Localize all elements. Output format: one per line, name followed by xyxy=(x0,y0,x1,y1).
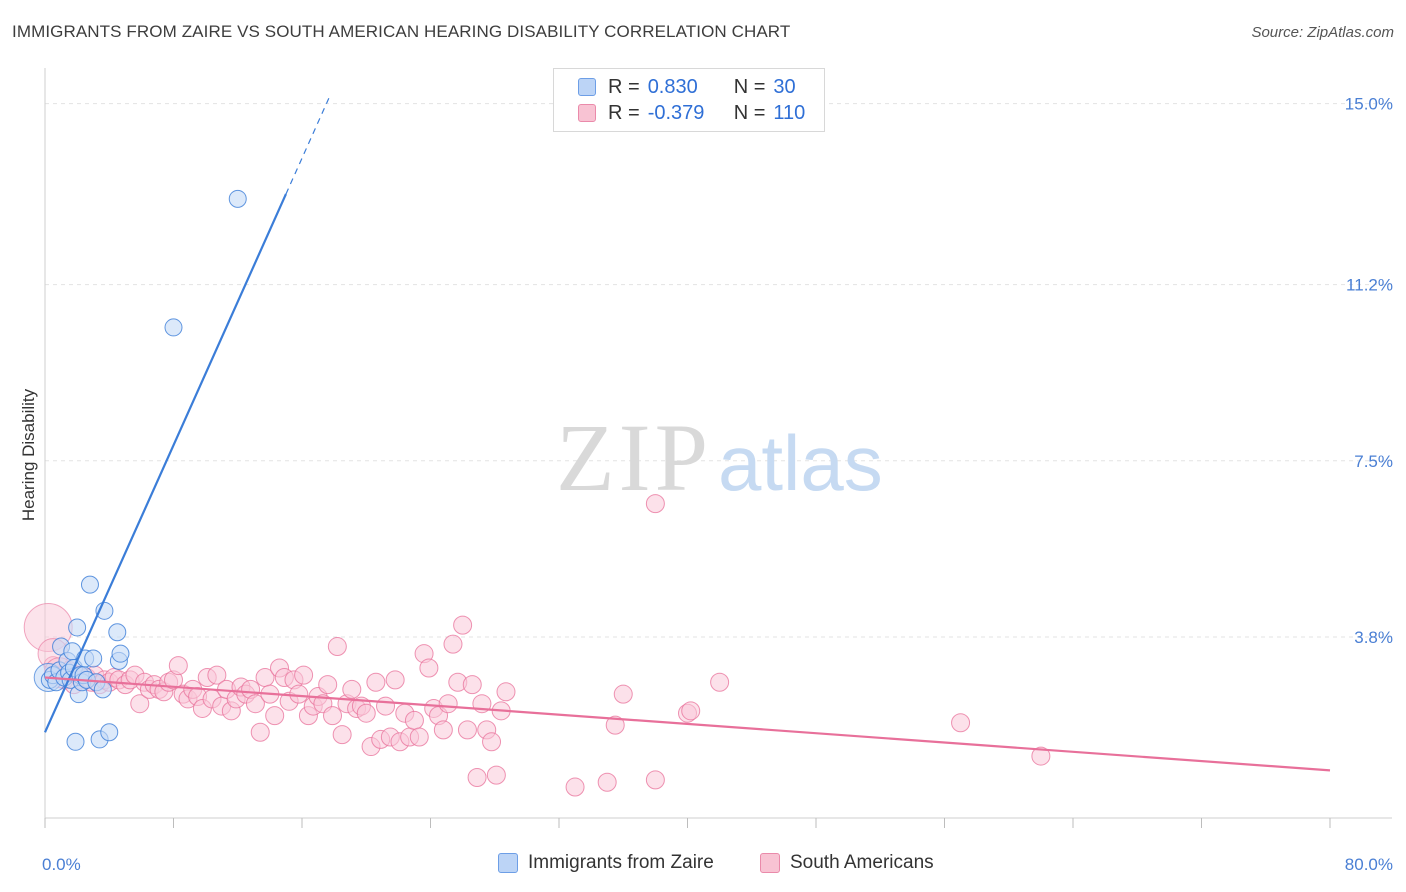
data-point-south-americans xyxy=(482,732,502,752)
data-point-south-americans xyxy=(597,772,617,792)
legend-n-label: N = xyxy=(733,101,766,124)
data-point-south-americans xyxy=(250,722,270,742)
data-point-zaire xyxy=(228,189,247,208)
data-point-south-americans xyxy=(613,684,633,704)
data-point-south-americans xyxy=(332,725,352,745)
data-point-south-americans xyxy=(1031,746,1051,766)
y-tick-label: 11.2% xyxy=(1346,276,1393,295)
series-legend: Immigrants from Zaire South Americans xyxy=(0,852,1406,878)
axes xyxy=(44,68,1392,828)
data-point-south-americans xyxy=(342,679,362,699)
legend-swatch-pink xyxy=(578,104,596,122)
data-point-south-americans xyxy=(207,665,227,685)
x-tick-label: 80.0% xyxy=(1345,855,1393,874)
series-legend-item-south-americans[interactable]: South Americans xyxy=(760,852,934,874)
watermark-zip: ZIP xyxy=(556,404,712,511)
data-point-south-americans xyxy=(467,768,487,788)
data-point-south-americans xyxy=(565,777,585,797)
data-point-south-americans xyxy=(438,694,458,714)
trend-lines xyxy=(43,93,1331,772)
legend-swatch-blue xyxy=(578,78,596,96)
data-point-south-americans xyxy=(265,706,285,726)
data-point-south-americans xyxy=(951,713,971,733)
data-point-south-americans xyxy=(433,720,453,740)
correlation-legend: R = 0.830 N = 30 R = -0.379 N = 110 xyxy=(553,68,825,132)
trend-line-zaire xyxy=(43,193,287,733)
series-south-americans-points xyxy=(23,494,1051,797)
data-point-south-americans xyxy=(404,710,424,730)
data-point-south-americans xyxy=(645,494,665,514)
trend-line-zaire-extension xyxy=(285,93,332,195)
data-point-south-americans xyxy=(385,670,405,690)
legend-r-value-south-americans: -0.379 xyxy=(647,101,705,124)
series-legend-label: South Americans xyxy=(790,852,934,873)
legend-r-value-zaire: 0.830 xyxy=(647,75,698,98)
legend-r-label: R = xyxy=(608,75,640,98)
series-zaire-points xyxy=(33,189,247,751)
data-point-south-americans xyxy=(486,765,506,785)
data-point-zaire xyxy=(84,649,103,668)
data-point-south-americans xyxy=(168,656,188,676)
data-point-zaire xyxy=(68,618,87,637)
data-point-south-americans xyxy=(366,672,386,692)
data-point-zaire xyxy=(164,318,183,337)
data-point-south-americans xyxy=(419,658,439,678)
grid-lines xyxy=(45,103,1392,638)
data-point-south-americans xyxy=(443,634,463,654)
y-tick-labels: 3.8% 7.5% 11.2% 15.0% xyxy=(1345,95,1393,647)
legend-r-label: R = xyxy=(608,101,640,124)
data-point-south-americans xyxy=(453,615,473,635)
series-legend-swatch-blue xyxy=(498,853,518,873)
data-point-south-americans xyxy=(409,727,429,747)
legend-row-south-americans: R = -0.379 N = 110 xyxy=(578,101,805,125)
data-point-south-americans xyxy=(681,701,701,721)
data-point-south-americans xyxy=(376,696,396,716)
watermark: ZIP atlas xyxy=(556,404,883,511)
y-tick-label: 7.5% xyxy=(1354,452,1393,471)
data-point-south-americans xyxy=(457,720,477,740)
legend-n-value-zaire: 30 xyxy=(773,75,796,98)
data-point-south-americans xyxy=(289,684,309,704)
data-point-south-americans xyxy=(318,675,338,695)
data-point-zaire xyxy=(93,680,112,699)
data-point-zaire xyxy=(100,723,119,742)
data-point-south-americans xyxy=(245,694,265,714)
data-point-south-americans xyxy=(462,675,482,695)
data-point-south-americans xyxy=(294,665,314,685)
data-point-zaire xyxy=(66,732,85,751)
data-point-zaire xyxy=(108,623,127,642)
data-point-south-americans xyxy=(605,715,625,735)
x-tick-label: 0.0% xyxy=(42,855,81,874)
data-point-south-americans xyxy=(645,770,665,790)
x-tick-labels: 0.0% 80.0% xyxy=(42,855,1393,874)
data-point-south-americans xyxy=(496,682,516,702)
legend-n-label: N = xyxy=(733,75,766,98)
y-axis-label: Hearing Disability xyxy=(19,388,38,521)
y-tick-label: 3.8% xyxy=(1354,628,1393,647)
data-point-zaire xyxy=(111,644,130,663)
series-legend-item-zaire[interactable]: Immigrants from Zaire xyxy=(498,852,714,874)
chart-title: IMMIGRANTS FROM ZAIRE VS SOUTH AMERICAN … xyxy=(12,22,791,41)
data-point-south-americans xyxy=(710,672,730,692)
y-tick-label: 15.0% xyxy=(1345,95,1393,114)
trend-line-south-americans xyxy=(44,676,1331,772)
data-point-zaire xyxy=(80,575,99,594)
data-point-south-americans xyxy=(356,703,376,723)
data-point-south-americans xyxy=(130,694,150,714)
legend-n-value-south-americans: 110 xyxy=(773,101,806,124)
legend-row-zaire: R = 0.830 N = 30 xyxy=(578,75,796,99)
data-point-south-americans xyxy=(323,706,343,726)
source-credit: Source: ZipAtlas.com xyxy=(1251,24,1394,41)
data-point-south-americans xyxy=(327,637,347,657)
watermark-atlas: atlas xyxy=(718,419,883,507)
series-legend-label: Immigrants from Zaire xyxy=(528,852,714,873)
series-legend-swatch-pink xyxy=(760,853,780,873)
